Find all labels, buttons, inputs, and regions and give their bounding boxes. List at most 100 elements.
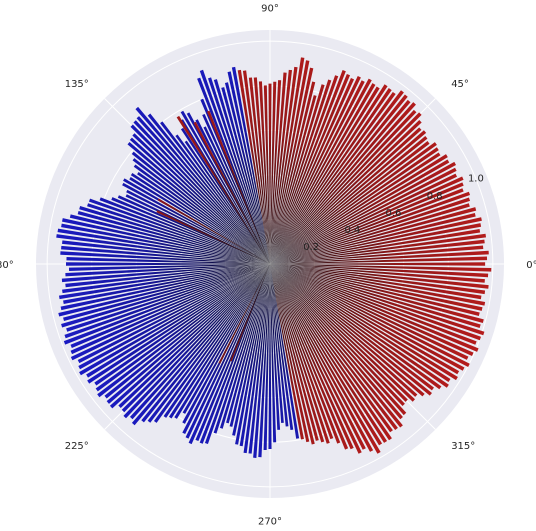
polar-bar (200, 98, 270, 265)
polar-bar (270, 264, 300, 439)
polar-bar (270, 250, 489, 264)
polar-bar (99, 197, 270, 264)
polar-bar (133, 120, 270, 265)
polar-bar (270, 264, 277, 443)
polar-bar (232, 264, 270, 436)
polar-bar (63, 264, 270, 305)
polar-bar (270, 75, 339, 264)
polar-bar (270, 264, 451, 383)
polar-bar (61, 264, 271, 283)
polar-bar (195, 264, 270, 442)
polar-bar (270, 79, 332, 264)
polar-bar (137, 172, 270, 264)
radial-tick-label-0.4: 0.4 (344, 225, 360, 236)
polar-bar (270, 264, 330, 444)
polar-bar (213, 264, 270, 434)
polar-bar (270, 78, 355, 265)
polar-bar (180, 127, 270, 264)
polar-bar (227, 71, 270, 265)
polar-bar (218, 264, 270, 364)
polar-bar (248, 77, 270, 265)
polar-bar (270, 91, 396, 265)
polar-bar (270, 119, 422, 265)
polar-bar (270, 73, 351, 264)
polar-bar (135, 106, 270, 265)
polar-bar (123, 264, 270, 419)
polar-bar (59, 264, 270, 300)
polar-bar (270, 173, 458, 264)
polar-bar (268, 264, 272, 449)
polar-bar (199, 264, 270, 444)
polar-bar (270, 264, 281, 430)
polar-bar (270, 217, 482, 264)
polar-bar (270, 70, 346, 264)
polar-bar (270, 264, 284, 423)
polar-bar (229, 264, 270, 427)
polar-bar (186, 112, 270, 264)
polar-bar (270, 127, 422, 264)
polar-bar (63, 264, 271, 322)
angular-tick-label-270: 270° (258, 516, 282, 527)
polar-bar (78, 264, 270, 370)
polar-bar (69, 214, 271, 264)
polar-bar (141, 264, 270, 423)
polar-bar (131, 151, 270, 264)
polar-bar (258, 81, 270, 264)
polar-bar (94, 264, 270, 386)
polar-bar (270, 72, 287, 264)
polar-bar (106, 264, 270, 404)
polar-bar (270, 264, 489, 278)
polar-bar (136, 116, 270, 264)
polar-bar (270, 264, 460, 375)
polar-bar (117, 195, 270, 264)
polar-bar (203, 126, 270, 264)
angular-tick-label-315: 315° (451, 441, 475, 452)
angular-tick-label-135: 135° (65, 79, 89, 90)
polar-bar (127, 141, 270, 264)
polar-bar (270, 161, 457, 264)
polar-bar (133, 164, 270, 264)
polar-bar (239, 264, 270, 447)
polar-bar (270, 264, 479, 352)
polar-bar (66, 256, 271, 264)
polar-bar (263, 85, 270, 264)
polar-bar (270, 176, 464, 264)
polar-bar (270, 264, 315, 445)
polar-bar (270, 88, 392, 264)
polar-bar (68, 264, 271, 271)
polar-bar (62, 240, 270, 264)
polar-bar (204, 264, 270, 445)
polar-bar (70, 264, 270, 349)
polar-bar (270, 264, 470, 368)
polar-bar (270, 264, 480, 316)
polar-bar (270, 264, 383, 446)
polar-bar (270, 191, 471, 264)
polar-bar (86, 264, 270, 378)
polar-bar (207, 77, 270, 265)
polar-bar (62, 218, 271, 264)
polar-bar (270, 81, 277, 264)
polar-bar (57, 228, 270, 264)
polar-bar (70, 264, 270, 361)
polar-bar (197, 77, 270, 264)
polar-bar (270, 223, 482, 264)
polar-bar (125, 194, 270, 264)
radial-tick-label-0.2: 0.2 (303, 242, 319, 253)
polar-bar (270, 264, 492, 272)
polar-bar (270, 264, 341, 444)
polar-bar (270, 264, 366, 450)
polar-bar (58, 264, 270, 317)
polar-bar (270, 264, 481, 329)
polar-bar (270, 207, 477, 264)
polar-bar (270, 264, 392, 441)
polar-bar (270, 264, 489, 289)
angular-tick-label-225: 225° (65, 441, 89, 452)
polar-bar (129, 177, 270, 264)
polar-bar (229, 264, 270, 362)
polar-bar (270, 264, 442, 390)
polar-bar (270, 233, 487, 264)
polar-bar (270, 213, 476, 264)
polar-bar (270, 264, 403, 428)
polar-bar (79, 264, 270, 376)
polar-bar (182, 264, 270, 414)
